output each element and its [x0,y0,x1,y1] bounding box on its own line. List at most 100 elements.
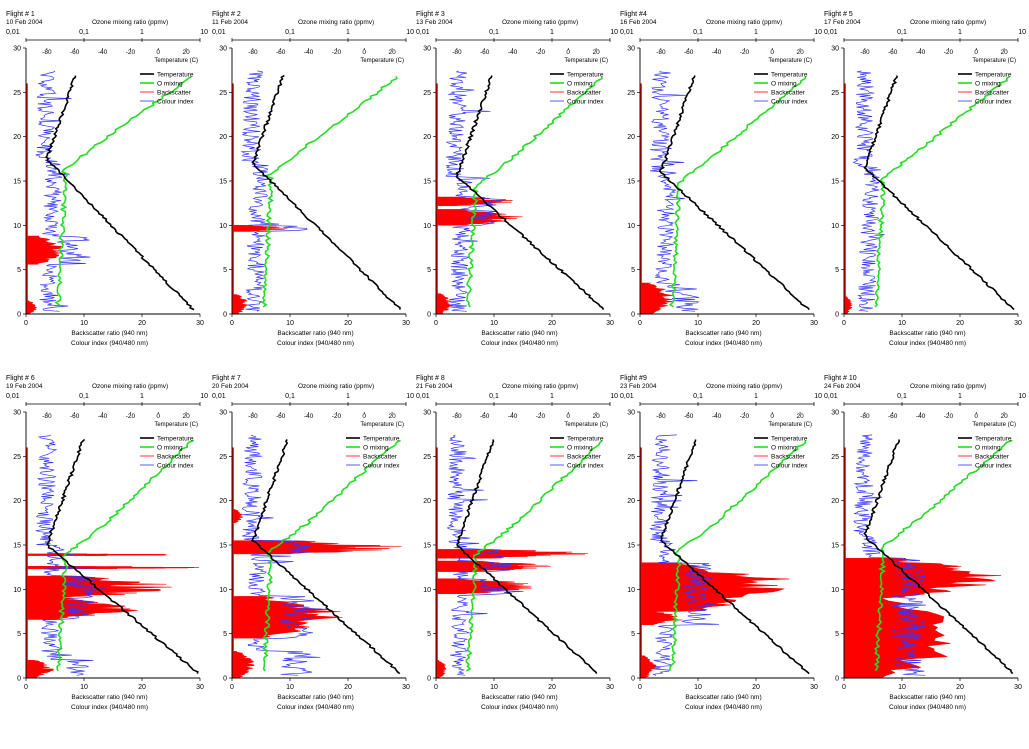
ozone-tick-label: 0,01 [416,393,430,400]
flight-date: 13 Feb 2004 [416,19,453,26]
x-tick-label: 0 [24,684,28,691]
temp-tick-label: -40 [712,413,722,420]
x-tick-label: 10 [80,320,88,327]
ozone-tick-label: 1 [550,29,554,36]
flight-date: 17 Feb 2004 [824,19,861,26]
temp-axis-label: Temperature (C) [972,58,1016,64]
temp-tick-label: 20 [1000,413,1008,420]
y-tick-label: 0 [427,676,431,683]
ozone-tick-label: 10 [610,29,618,36]
temp-tick-label: -20 [126,49,136,56]
y-tick-label: 15 [831,543,839,550]
x-tick-label: 0 [842,684,846,691]
y-tick-label: 5 [17,631,21,638]
ozone-series [670,76,805,307]
ozone-tick-label: 0,01 [6,29,20,36]
y-tick-label: 0 [17,312,21,319]
legend-label: Backscatter [157,454,192,461]
temp-tick-label: -40 [508,49,518,56]
temp-tick-label: -80 [42,49,52,56]
ozone-tick-label: 0,01 [212,29,226,36]
y-tick-label: 0 [835,676,839,683]
flight-date: 24 Feb 2004 [824,383,861,390]
x-tick-label: 0 [434,320,438,327]
y-tick-label: 5 [631,631,635,638]
x-tick-label: 10 [694,320,702,327]
legend-label: Colour index [771,99,808,106]
ozone-tick-label: 10 [814,393,822,400]
legend-label: Temperature [771,436,808,443]
ozone-tick-label: 1 [958,29,962,36]
x-axis-label-backscatter: Backscatter ratio (940 nm) [889,694,965,701]
y-tick-label: 25 [627,454,635,461]
temperature-series [46,76,194,310]
legend-label: Temperature [567,72,604,79]
ozone-tick-label: 10 [1018,393,1026,400]
temp-tick-label: -40 [98,49,108,56]
flight-date: 19 Feb 2004 [6,383,43,390]
legend-label: O mixing [975,445,1001,452]
x-tick-label: 0 [638,684,642,691]
legend-label: Backscatter [975,454,1010,461]
legend-label: O mixing [567,445,593,452]
y-tick-label: 10 [219,223,227,230]
temp-tick-label: -80 [656,49,666,56]
flight-title: Flight # 2 [212,11,241,18]
chart-panel-1: Flight # 110 Feb 2004 Ozone mixing ratio … [6,11,208,347]
temp-tick-label: -40 [508,413,518,420]
temp-tick-label: -60 [276,413,286,420]
backscatter-layer [26,576,171,598]
temp-tick-label: -80 [248,413,258,420]
backscatter-layer [640,283,673,314]
chart-panel-5: Flight # 517 Feb 2004 Ozone mixing ratio … [824,11,1026,347]
y-tick-label: 5 [835,267,839,274]
x-tick-label: 0 [842,320,846,327]
y-tick-label: 15 [13,543,21,550]
legend-label: Colour index [975,463,1012,470]
legend-label: O mixing [157,445,183,452]
x-tick-label: 0 [638,320,642,327]
y-tick-label: 10 [831,587,839,594]
ozone-tick-label: 0,01 [824,29,838,36]
y-tick-label: 10 [13,587,21,594]
y-tick-label: 10 [13,223,21,230]
temp-tick-label: 0 [566,49,570,56]
x-tick-label: 0 [230,320,234,327]
x-tick-label: 0 [24,320,28,327]
temp-tick-label: -80 [452,413,462,420]
ozone-tick-label: 0,1 [285,393,295,400]
temp-tick-label: -20 [332,413,342,420]
flight-date: 23 Feb 2004 [620,383,657,390]
y-tick-label: 25 [423,454,431,461]
x-tick-label: 10 [80,684,88,691]
y-tick-label: 5 [223,631,227,638]
temp-tick-label: 20 [592,49,600,56]
y-tick-label: 25 [627,90,635,97]
x-axis-label-backscatter: Backscatter ratio (940 nm) [685,330,761,337]
ozone-tick-label: 10 [200,393,208,400]
y-tick-label: 20 [219,498,227,505]
x-axis-label-colour-index: Colour index (940/480 nm) [71,704,148,711]
temp-tick-label: 20 [388,49,396,56]
legend-label: Backscatter [771,454,806,461]
chart-panel-3: Flight # 313 Feb 2004 Ozone mixing ratio … [416,11,618,347]
x-axis-label-colour-index: Colour index (940/480 nm) [889,340,966,347]
legend-label: Backscatter [567,90,602,97]
y-tick-label: 15 [423,543,431,550]
flight-date: 21 Feb 2004 [416,383,453,390]
legend-label: Temperature [157,436,194,443]
x-tick-label: 30 [196,320,204,327]
x-tick-label: 30 [196,684,204,691]
flight-title: Flight #9 [620,375,647,382]
x-tick-label: 30 [1014,684,1022,691]
y-tick-label: 30 [423,46,431,53]
x-tick-label: 20 [752,320,760,327]
ozone-tick-label: 1 [754,29,758,36]
x-tick-label: 30 [1014,320,1022,327]
temp-tick-label: -60 [70,413,80,420]
x-axis-label-colour-index: Colour index (940/480 nm) [685,704,762,711]
y-tick-label: 0 [17,676,21,683]
y-tick-label: 0 [835,312,839,319]
temp-tick-label: -60 [480,49,490,56]
x-tick-label: 20 [344,320,352,327]
